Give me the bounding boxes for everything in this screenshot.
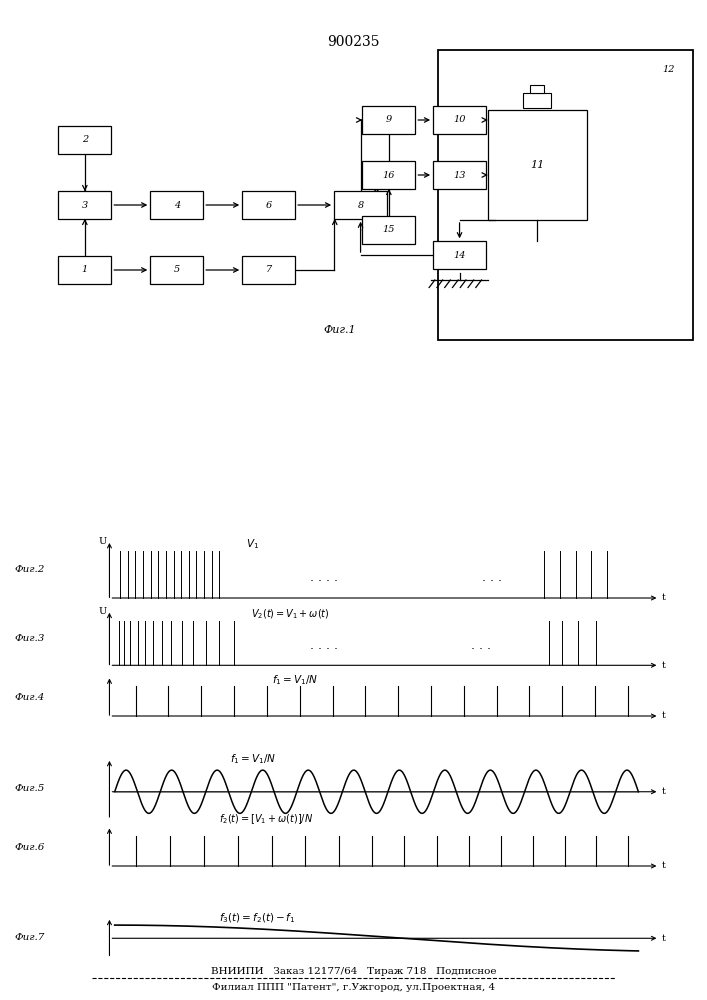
Text: 11: 11 bbox=[530, 160, 544, 170]
Text: t: t bbox=[662, 593, 666, 602]
Text: Фиг.7: Фиг.7 bbox=[14, 933, 45, 942]
Text: · · ·: · · · bbox=[481, 575, 502, 588]
Text: $f_1 = V_1/N$: $f_1 = V_1/N$ bbox=[271, 673, 318, 687]
Text: U: U bbox=[98, 607, 107, 616]
Text: Фиг.2: Фиг.2 bbox=[14, 565, 45, 574]
Text: · · · ·: · · · · bbox=[310, 643, 338, 656]
Bar bbox=[363, 216, 416, 244]
Text: 4: 4 bbox=[174, 200, 180, 210]
Text: $f_3(t) = f_2(t) - f_1$: $f_3(t) = f_2(t) - f_1$ bbox=[219, 911, 296, 925]
Bar bbox=[523, 93, 551, 107]
Bar bbox=[151, 191, 204, 219]
Bar bbox=[151, 256, 204, 284]
Text: Фиг.5: Фиг.5 bbox=[14, 784, 45, 793]
Text: t: t bbox=[662, 712, 666, 720]
Text: 14: 14 bbox=[453, 250, 466, 259]
Text: Фиг.1: Фиг.1 bbox=[323, 325, 356, 335]
Bar bbox=[433, 241, 486, 269]
Text: 9: 9 bbox=[386, 115, 392, 124]
Bar bbox=[438, 50, 693, 340]
Text: 900235: 900235 bbox=[327, 35, 380, 49]
Text: U: U bbox=[98, 537, 107, 546]
Bar bbox=[433, 106, 486, 134]
Text: t: t bbox=[662, 787, 666, 796]
Text: Фиг.3: Фиг.3 bbox=[14, 634, 45, 643]
Text: 8: 8 bbox=[358, 200, 363, 210]
Text: 12: 12 bbox=[662, 65, 675, 74]
Text: t: t bbox=[662, 861, 666, 870]
Text: · · · ·: · · · · bbox=[310, 575, 338, 588]
Bar bbox=[363, 106, 416, 134]
Text: 2: 2 bbox=[82, 135, 88, 144]
Text: 1: 1 bbox=[82, 265, 88, 274]
Text: ВНИИПИ   Заказ 12177/64   Тираж 718   Подписное: ВНИИПИ Заказ 12177/64 Тираж 718 Подписно… bbox=[211, 968, 496, 976]
Text: 6: 6 bbox=[266, 200, 271, 210]
Bar bbox=[530, 85, 544, 93]
Text: $V_1$: $V_1$ bbox=[245, 537, 259, 551]
Bar bbox=[363, 161, 416, 189]
Bar bbox=[58, 256, 112, 284]
Text: 10: 10 bbox=[453, 115, 466, 124]
Text: $f_2(t) = [V_1 + \omega(t)]/N$: $f_2(t) = [V_1 + \omega(t)]/N$ bbox=[219, 812, 314, 826]
Text: 13: 13 bbox=[453, 170, 466, 180]
Text: Филиал ППП "Патент", г.Ужгород, ул.Проектная, 4: Филиал ППП "Патент", г.Ужгород, ул.Проек… bbox=[212, 982, 495, 992]
Bar bbox=[488, 110, 587, 220]
Text: 7: 7 bbox=[266, 265, 271, 274]
Text: 16: 16 bbox=[382, 170, 395, 180]
Text: 3: 3 bbox=[82, 200, 88, 210]
Text: Фиг.6: Фиг.6 bbox=[14, 842, 45, 852]
Text: $f_1 = V_1/N$: $f_1 = V_1/N$ bbox=[230, 752, 276, 766]
Bar bbox=[334, 191, 387, 219]
Text: $V_2(t) = V_1 + \omega(t)$: $V_2(t) = V_1 + \omega(t)$ bbox=[251, 607, 329, 621]
Text: t: t bbox=[662, 934, 666, 943]
Bar bbox=[242, 256, 296, 284]
Text: t: t bbox=[662, 661, 666, 670]
Text: 15: 15 bbox=[382, 226, 395, 234]
Text: · · ·: · · · bbox=[472, 643, 491, 656]
Bar bbox=[58, 126, 112, 154]
Bar bbox=[242, 191, 296, 219]
Bar bbox=[433, 161, 486, 189]
Bar bbox=[58, 191, 112, 219]
Text: 5: 5 bbox=[174, 265, 180, 274]
Text: Фиг.4: Фиг.4 bbox=[14, 692, 45, 702]
